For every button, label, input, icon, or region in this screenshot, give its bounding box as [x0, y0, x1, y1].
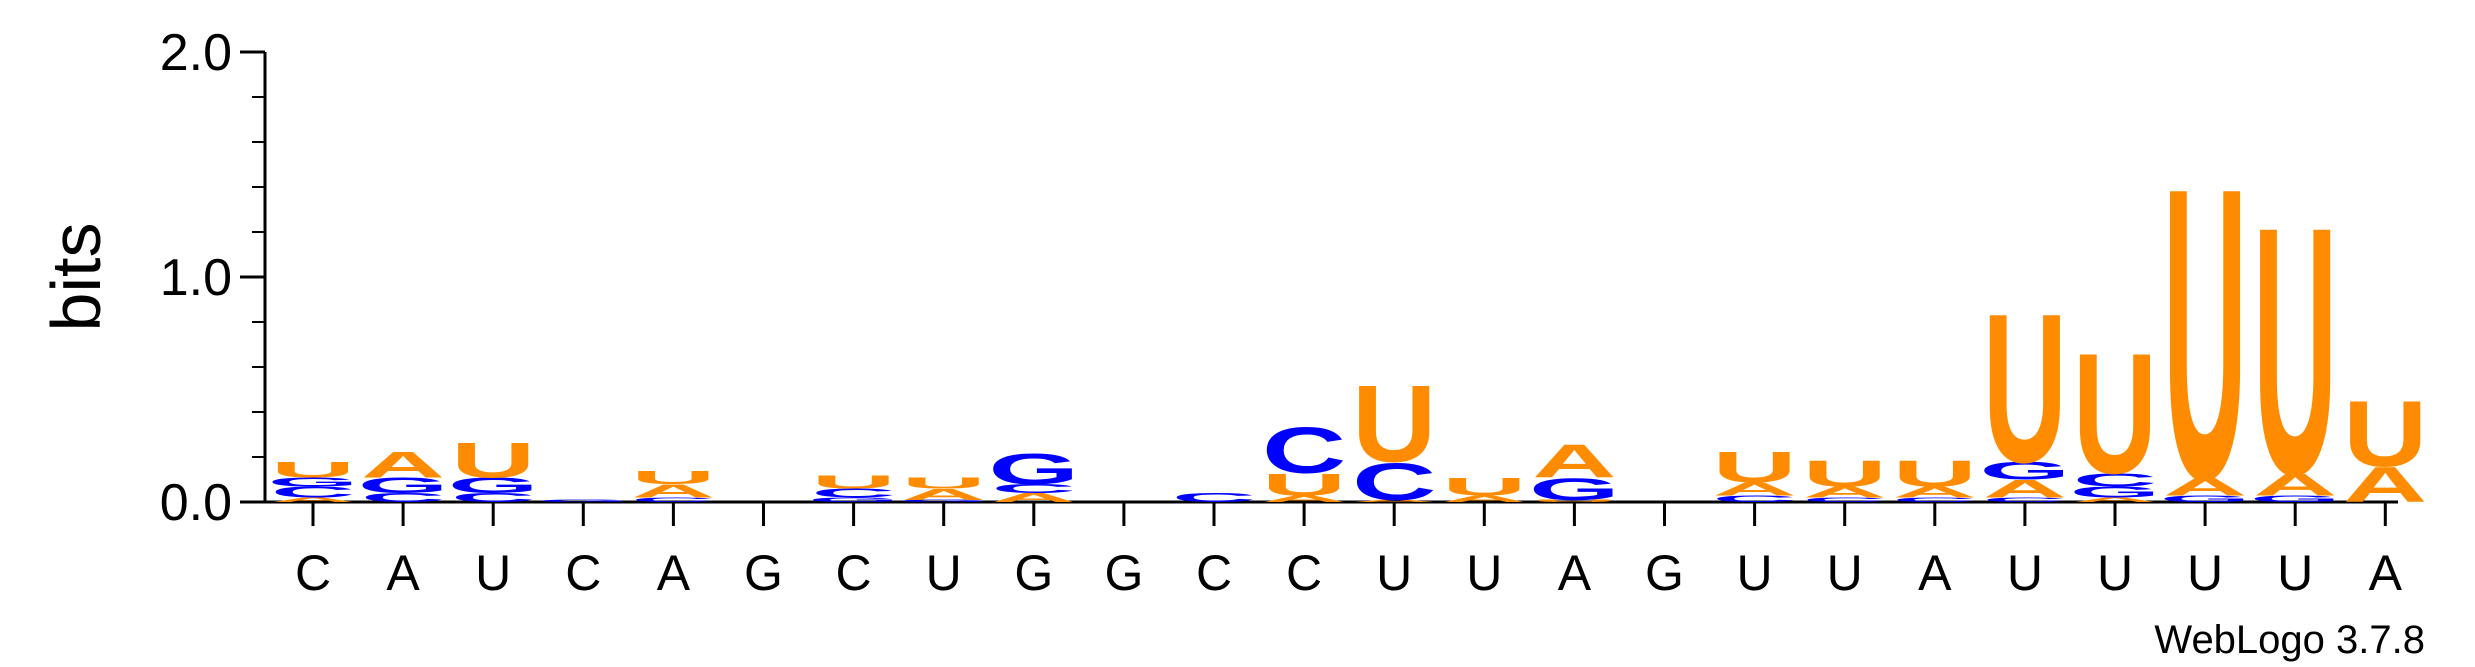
- logo-letter-u-pos7: U: [811, 471, 895, 492]
- position-label-3: U: [475, 545, 511, 601]
- logo-letter-g-pos15: G: [1529, 472, 1620, 507]
- logo-letter-u-pos21: U: [2073, 318, 2157, 510]
- logo-letter-a-pos14: A: [1442, 494, 1526, 505]
- logo-letter-u-pos1: U: [271, 457, 355, 481]
- logo-letter-a-pos12: A: [1262, 494, 1346, 505]
- position-label-7: C: [836, 545, 872, 601]
- position-label-6: G: [744, 545, 783, 601]
- logo-letter-g-pos4: G: [538, 499, 629, 502]
- logo-letter-a-pos19: A: [1893, 483, 1977, 500]
- logo-letter-g-pos21: G: [2070, 483, 2161, 500]
- logo-letter-c-pos12: C: [1262, 414, 1346, 487]
- logo-letter-u-pos15: U: [1532, 499, 1616, 502]
- logo-letter-a-pos23: A: [2253, 467, 2337, 502]
- logo-letter-a-pos21: A: [2073, 496, 2157, 503]
- logo-letter-g-pos9: G: [988, 444, 1079, 493]
- position-label-20: U: [2007, 545, 2043, 601]
- logo-letter-c-pos7: C: [811, 486, 895, 500]
- logo-letter-u-pos20: U: [1983, 271, 2067, 508]
- logo-letter-u-pos3: U: [451, 433, 535, 489]
- position-label-10: G: [1104, 545, 1143, 601]
- logo-letter-a-pos2: A: [361, 444, 445, 486]
- logo-letter-u-pos13: U: [1352, 363, 1436, 485]
- logo-letter-c-pos13: C: [1352, 452, 1436, 511]
- logo-letter-u-pos18: U: [1803, 453, 1887, 495]
- logo-letter-g-pos2: G: [358, 473, 449, 497]
- logo-letter-a-pos15: A: [1532, 435, 1616, 487]
- logo-letter-a-pos18: A: [1803, 483, 1887, 500]
- y-tick-label-1: 1.0: [160, 249, 232, 307]
- position-label-23: U: [2277, 545, 2313, 601]
- logo-letter-c-pos9: C: [992, 482, 1076, 496]
- logo-letter-a-pos1: A: [271, 496, 355, 503]
- logo-letter-g-pos8: G: [898, 499, 989, 502]
- position-label-13: U: [1376, 545, 1412, 601]
- position-label-12: C: [1286, 545, 1322, 601]
- logo-letter-u-pos12: U: [1262, 467, 1346, 502]
- position-label-11: C: [1196, 545, 1232, 601]
- logo-letter-c-pos11: C: [1172, 491, 1256, 505]
- logo-letter-u-pos5: U: [631, 467, 715, 488]
- logo-letter-c-pos17: C: [1712, 494, 1796, 505]
- position-label-9: G: [1014, 545, 1053, 601]
- logo-letter-c-pos20: C: [1983, 496, 2067, 503]
- logo-letter-u-pos24: U: [2343, 382, 2427, 487]
- logo-letter-u-pos19: U: [1893, 453, 1977, 495]
- logo-letter-c-pos19: C: [1893, 496, 1977, 503]
- position-label-2: A: [386, 545, 420, 601]
- logo-letter-a-pos13: A: [1352, 499, 1436, 502]
- logo-letter-g-pos23: G: [2250, 494, 2341, 505]
- logo-letter-a-pos24: A: [2343, 457, 2427, 513]
- position-label-4: C: [565, 545, 601, 601]
- logo-letter-g-pos3: G: [448, 473, 539, 497]
- logo-letter-a-pos5: A: [631, 480, 715, 501]
- position-label-21: U: [2097, 545, 2133, 601]
- logo-letter-u-pos17: U: [1712, 442, 1796, 491]
- logo-letter-c-pos21: C: [2073, 469, 2157, 490]
- position-label-17: U: [1737, 545, 1773, 601]
- logo-letter-c-pos18: C: [1803, 496, 1887, 503]
- logo-letter-c-pos1: C: [271, 483, 355, 500]
- logo-letter-g-pos7: G: [808, 496, 899, 503]
- logo-letter-g-pos1: G: [268, 475, 359, 489]
- logo-letter-g-pos20: G: [1980, 457, 2071, 485]
- logo-letter-u-pos23: U: [2253, 153, 2337, 548]
- logo-letter-a-pos17: A: [1712, 478, 1796, 499]
- logo-letter-a-pos8: A: [902, 486, 986, 503]
- logo-letter-c-pos3: C: [451, 491, 535, 505]
- logo-letter-c-pos2: C: [361, 491, 445, 505]
- logo-letter-u-pos14: U: [1442, 473, 1526, 501]
- position-label-19: A: [1918, 545, 1952, 601]
- y-tick-label-0: 0.0: [160, 474, 232, 532]
- position-label-22: U: [2187, 545, 2223, 601]
- logo-letter-u-pos22: U: [2163, 101, 2247, 565]
- x-ticks: [311, 502, 2387, 526]
- logo-letter-u-pos8: U: [902, 474, 986, 491]
- logo-letter-a-pos22: A: [2163, 473, 2247, 501]
- logo-letter-g-pos22: G: [2160, 494, 2251, 505]
- position-label-1: C: [295, 545, 331, 601]
- y-axis-title: bits: [37, 223, 115, 332]
- position-label-8: U: [926, 545, 962, 601]
- logo-letter-a-pos20: A: [1983, 475, 2067, 503]
- weblogo-credit: WebLogo 3.7.8: [2154, 618, 2425, 662]
- y-tick-label-2: 2.0: [160, 24, 232, 82]
- position-label-14: U: [1466, 545, 1502, 601]
- position-label-16: G: [1645, 545, 1684, 601]
- position-label-15: A: [1558, 545, 1592, 601]
- logo-letter-c-pos5: C: [631, 496, 715, 503]
- minor-ticks: [252, 96, 265, 458]
- position-label-18: U: [1827, 545, 1863, 601]
- position-label-5: A: [657, 545, 691, 601]
- logo-letter-a-pos9: A: [992, 491, 1076, 505]
- position-label-24: A: [2369, 545, 2403, 601]
